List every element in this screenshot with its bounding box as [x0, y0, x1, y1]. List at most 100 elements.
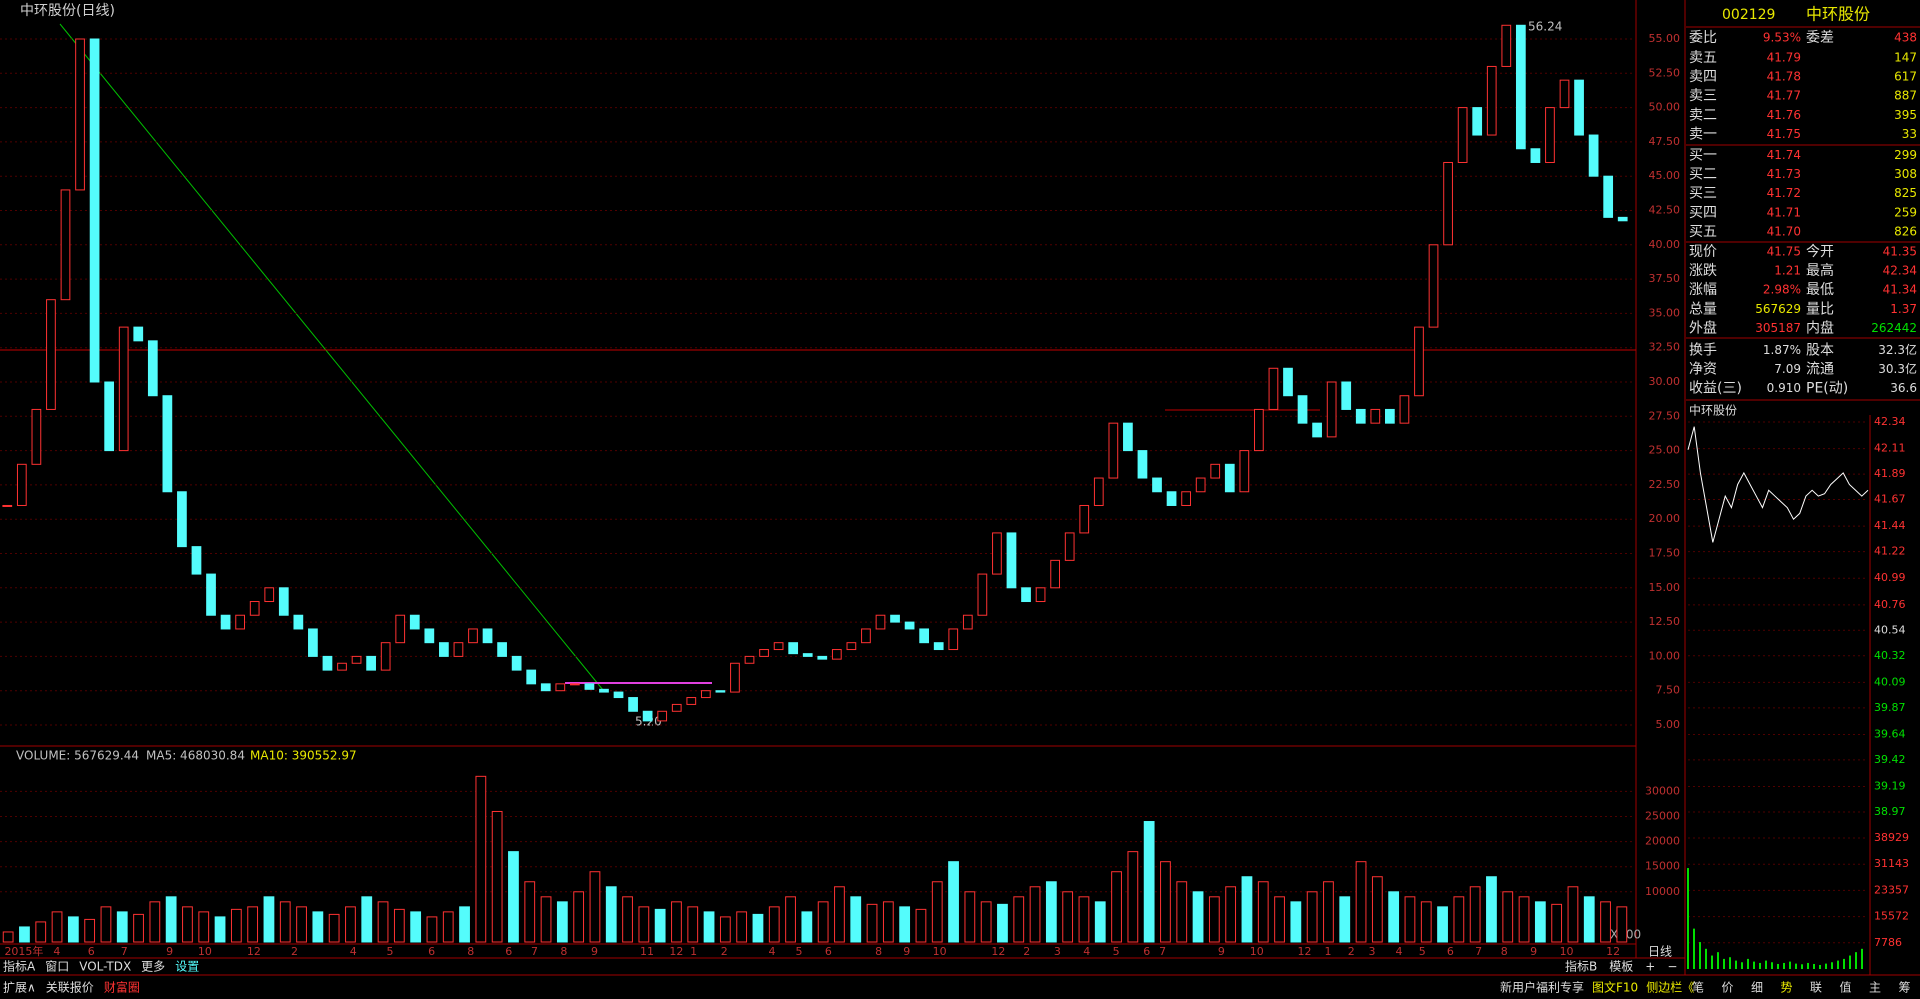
ma5-label: MA5: 468030.84	[146, 749, 245, 763]
date-label: 12	[991, 945, 1005, 958]
toolbar-button[interactable]: 指标A	[3, 959, 36, 974]
stat-label: 净资	[1689, 362, 1717, 378]
volume-bar	[426, 916, 438, 943]
period-label[interactable]: 日线	[1648, 945, 1672, 959]
y-tick-label: 10.00	[1649, 649, 1681, 662]
date-label: 7	[121, 945, 128, 958]
volume-header: VOLUME: 567629.44	[16, 749, 139, 763]
toolbar-button[interactable]: VOL-TDX	[79, 960, 131, 974]
tab[interactable]: 细	[1751, 981, 1763, 995]
y-tick-label: 20.00	[1649, 512, 1681, 525]
tab[interactable]: 筹	[1898, 981, 1910, 995]
candle	[89, 38, 100, 383]
status-button[interactable]: 侧边栏《	[1646, 980, 1694, 995]
book-label: 买一	[1689, 148, 1717, 164]
y-tick-label: 40.32	[1874, 649, 1906, 662]
book-volume: 299	[1894, 148, 1917, 162]
y-tick-label: 35.00	[1649, 306, 1681, 319]
candle	[1428, 244, 1439, 328]
toolbar-button[interactable]: −	[1667, 960, 1677, 974]
status-button[interactable]: 财富圈	[104, 980, 140, 995]
candle	[1108, 422, 1119, 479]
trend-line	[59, 23, 604, 691]
stat-value: 1.37	[1890, 302, 1917, 316]
date-label: 5	[386, 945, 393, 958]
candle	[337, 662, 347, 671]
book-label: 买二	[1689, 167, 1717, 183]
candle	[1239, 450, 1250, 493]
toolbar-button[interactable]: 模板	[1609, 960, 1633, 974]
volume-bar	[345, 906, 356, 943]
date-label: 2	[1348, 945, 1355, 958]
candle	[1079, 504, 1090, 534]
volume-bar	[1453, 896, 1465, 943]
candle	[75, 38, 85, 191]
y-tick-label: 27.50	[1649, 409, 1681, 422]
date-label: 9	[591, 945, 598, 958]
candle	[890, 614, 900, 623]
y-tick-label: 39.87	[1874, 701, 1906, 714]
candle	[1312, 422, 1322, 438]
toolbar-button[interactable]: 设置	[175, 960, 199, 974]
date-label: 7	[1475, 945, 1482, 958]
toolbar-button[interactable]: 更多	[141, 960, 165, 974]
stat-label: 总量	[1689, 301, 1717, 317]
volume-bar	[1111, 871, 1122, 943]
status-button[interactable]: 图文F10	[1592, 980, 1638, 995]
tab[interactable]: 价	[1721, 981, 1733, 995]
tab[interactable]: 联	[1810, 981, 1822, 995]
book-volume: 887	[1894, 89, 1917, 103]
date-label: 6	[1447, 945, 1454, 958]
toolbar-button[interactable]: +	[1645, 960, 1655, 974]
candle	[46, 299, 56, 410]
y-tick-label: 22.50	[1649, 478, 1681, 491]
date-label: 8	[560, 945, 567, 958]
tab[interactable]: 笔	[1692, 980, 1704, 995]
candle	[846, 642, 857, 651]
candle	[439, 642, 449, 657]
y-tick-label: 39.64	[1874, 727, 1906, 740]
stat-label: 股本	[1806, 343, 1834, 359]
candle	[1443, 161, 1453, 246]
status-button[interactable]: 新用户福利专享	[1500, 980, 1584, 995]
volume-bar	[834, 886, 845, 943]
candle	[1006, 532, 1017, 589]
status-button[interactable]: 扩展∧	[3, 981, 36, 995]
candle	[1093, 477, 1104, 506]
candle	[788, 642, 799, 655]
y-tick-label: 50.00	[1649, 101, 1681, 114]
book-price: 41.70	[1767, 224, 1801, 238]
y-tick-label: 37.50	[1649, 272, 1681, 285]
stock-name: 中环股份	[1806, 5, 1870, 24]
volume-bar	[540, 896, 552, 943]
volume-bar	[1306, 891, 1318, 943]
candle	[817, 655, 828, 660]
volume-bar	[1404, 896, 1416, 943]
toolbar-button[interactable]: 指标B	[1565, 959, 1597, 974]
date-label: 4	[769, 945, 776, 958]
tab[interactable]: 势	[1780, 981, 1792, 995]
y-tick-label: 12.50	[1649, 615, 1681, 628]
tab[interactable]: 值	[1839, 980, 1851, 995]
candle	[1297, 395, 1308, 424]
toolbar-button[interactable]: 窗口	[45, 960, 69, 974]
volume-bar	[116, 911, 128, 943]
date-label: 6	[428, 945, 435, 958]
volume-bar	[1078, 896, 1090, 943]
volume-bar	[1062, 891, 1074, 943]
tab[interactable]: 主	[1869, 981, 1881, 995]
volume-bar	[84, 918, 96, 943]
candle	[948, 628, 959, 651]
candle	[933, 642, 944, 651]
status-button[interactable]: 关联报价	[46, 980, 94, 995]
y-tick-label: 20000	[1645, 835, 1680, 848]
y-tick-label: 7786	[1874, 936, 1902, 949]
intraday-title: 中环股份	[1689, 403, 1737, 418]
date-label: 7	[1159, 945, 1166, 958]
volume-bar	[1616, 906, 1628, 943]
candle	[1559, 79, 1570, 109]
candle	[1064, 532, 1075, 561]
date-label: 7	[531, 945, 538, 958]
candle	[264, 587, 275, 603]
volume-bar	[638, 906, 650, 943]
